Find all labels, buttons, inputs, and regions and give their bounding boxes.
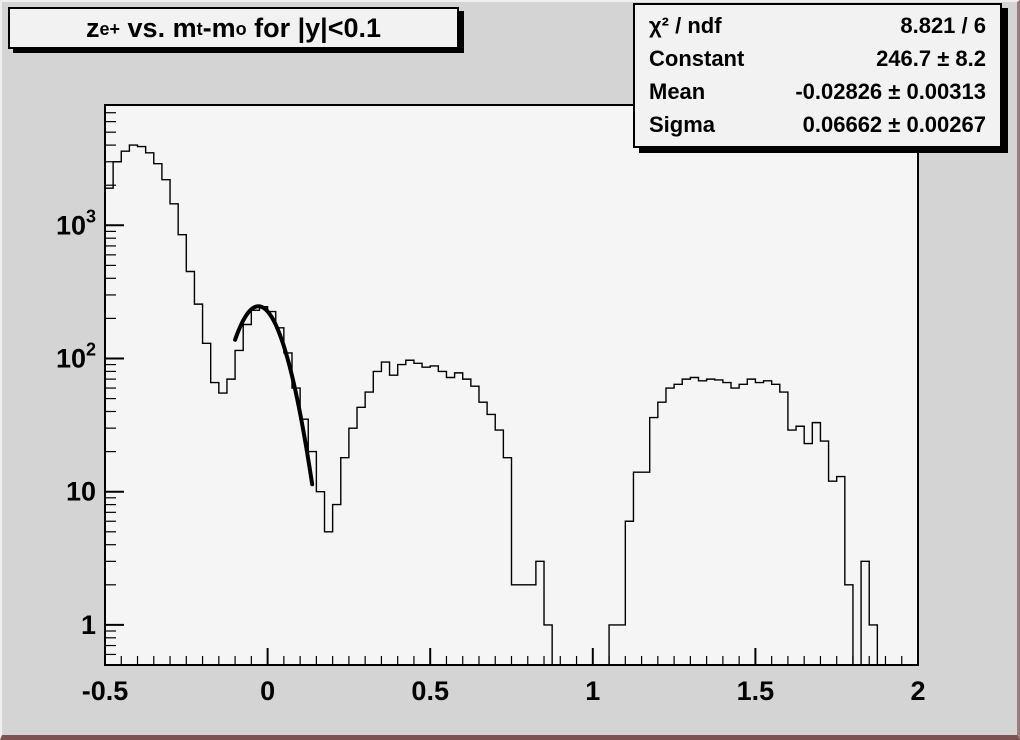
title-text: vs. m	[120, 12, 197, 43]
x-axis-tick-label: 1	[585, 676, 600, 706]
title-text: z	[86, 12, 100, 43]
stats-row: Constant 246.7 ± 8.2	[649, 46, 986, 72]
title-text: -m	[202, 12, 236, 43]
title-text: for |y|<0.1	[246, 12, 381, 43]
x-axis-tick-label: 1.5	[737, 676, 775, 706]
x-axis-tick-label: 2	[910, 676, 925, 706]
x-axis-tick-label: -0.5	[82, 676, 129, 706]
gaussian-fit-curve	[233, 304, 315, 487]
title-subscript: t	[196, 18, 203, 39]
title-subscript: o	[235, 18, 247, 39]
stats-row: χ² / ndf 8.821 / 6	[649, 13, 986, 39]
stats-value: 246.7 ± 8.2	[876, 46, 986, 72]
y-axis-tick-label: 103	[56, 206, 96, 240]
stats-label: Constant	[649, 46, 745, 72]
stats-value: -0.02826 ± 0.00313	[795, 78, 986, 104]
x-axis-tick-label: 0	[260, 676, 275, 706]
fit-stats-box: χ² / ndf 8.821 / 6 Constant 246.7 ± 8.2 Mean…	[633, 3, 1002, 148]
y-axis-tick-label: 10	[66, 477, 96, 507]
x-axis-tick-label: 0.5	[411, 676, 449, 706]
title-subscript: e+	[99, 18, 121, 39]
histogram-line	[104, 144, 918, 666]
stats-label: χ² / ndf	[649, 13, 722, 39]
stats-value: 8.821 / 6	[900, 13, 986, 39]
stats-row: Sigma 0.06662 ± 0.00267	[649, 112, 986, 138]
y-axis-tick-label: 1	[81, 610, 96, 640]
y-axis-tick-label: 102	[56, 339, 96, 373]
page-title: ze+ vs. mt-mo for |y|<0.1	[86, 13, 381, 44]
stats-value: 0.06662 ± 0.00267	[802, 111, 986, 137]
stats-row: Mean -0.02826 ± 0.00313	[649, 79, 986, 105]
plot-frame-border	[104, 104, 919, 666]
stats-label: Sigma	[649, 111, 716, 137]
stats-label: Mean	[649, 78, 706, 104]
plot-title-box: ze+ vs. mt-mo for |y|<0.1	[8, 7, 459, 49]
